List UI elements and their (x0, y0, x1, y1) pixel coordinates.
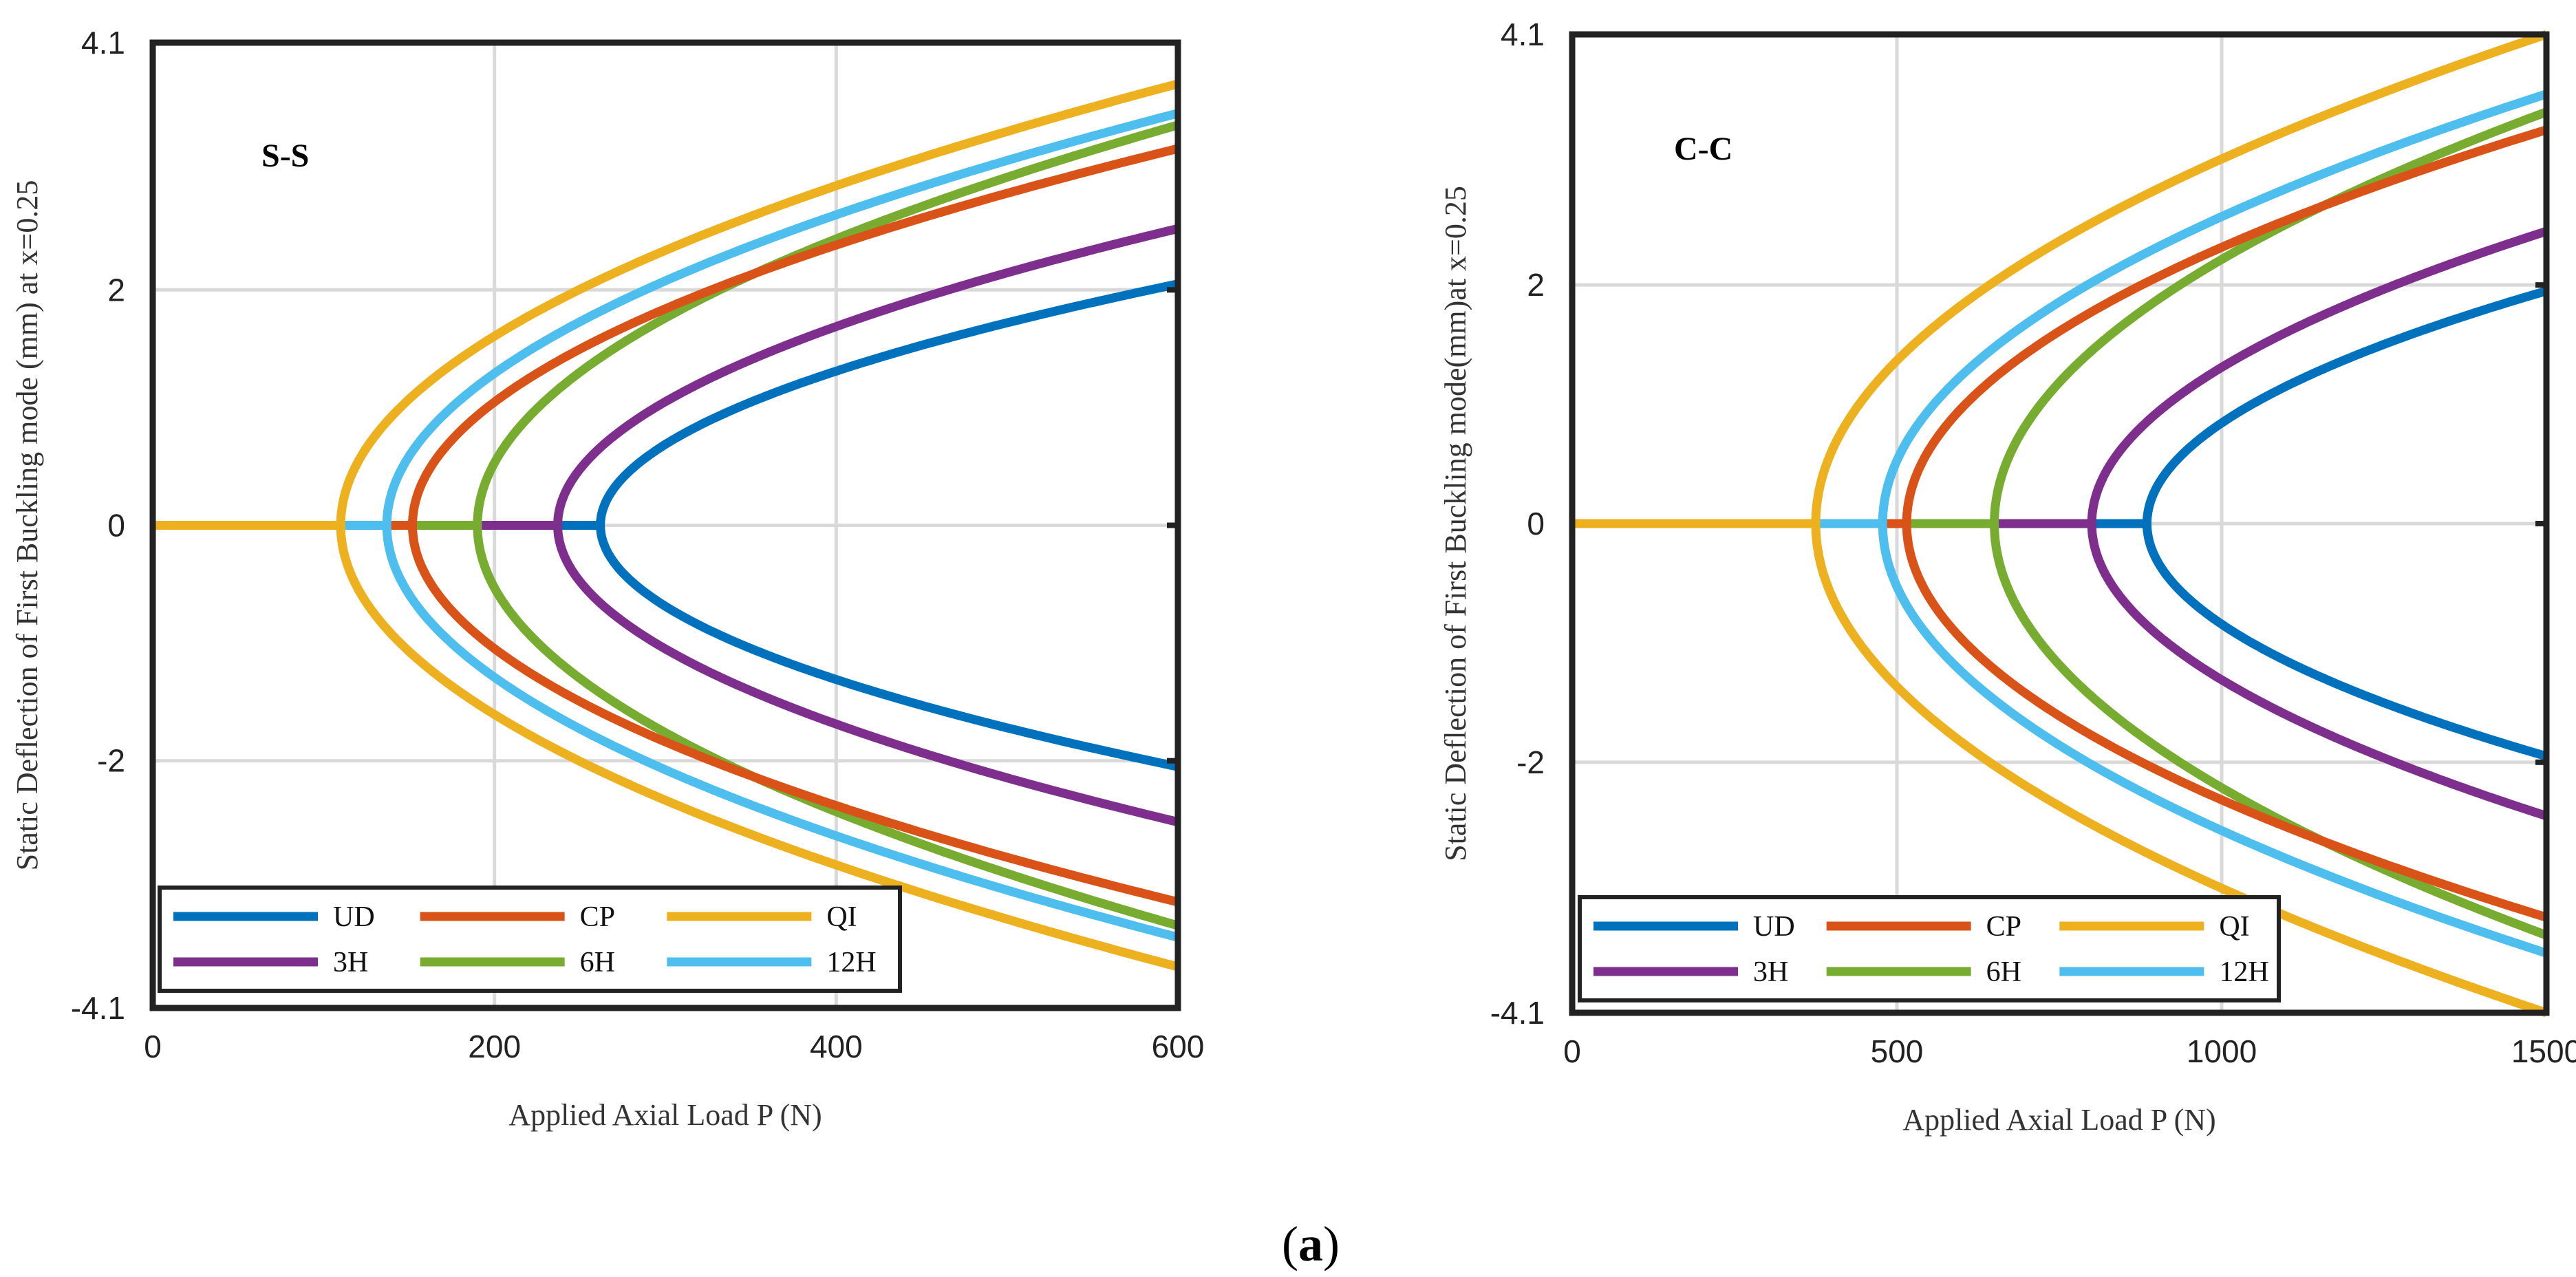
x-tick-label: 500 (1871, 1033, 1924, 1069)
series-QI-line (336, 79, 1179, 972)
series-CP-line (1902, 125, 2548, 922)
legend-box (158, 886, 902, 993)
chart-panel-cc: 0 500 1000 1500 -4.1 -2 0 2 4.1 Applied Axial L… (1439, 17, 2576, 1137)
y-tick-label: 2 (1527, 267, 1545, 303)
legend-box (1578, 895, 2281, 1002)
y-tick-labels: -4.1 -2 0 2 4.1 (71, 25, 125, 1026)
series-CP-line (408, 144, 1179, 907)
series-12H-line (1878, 89, 2548, 958)
x-tick-label: 0 (144, 1029, 162, 1064)
y-axis-label: Static Deflection of First Buckling mode… (1439, 186, 1472, 861)
legend-label-CP: CP (580, 901, 615, 933)
x-tick-label: 1000 (2187, 1033, 2257, 1069)
figure-caption: (a) (1282, 1216, 1340, 1271)
y-tick-label: -4.1 (1490, 995, 1545, 1031)
caption-open: ( (1282, 1216, 1298, 1271)
legend-label-3H: 3H (1753, 956, 1788, 988)
legend-label-UD: UD (333, 901, 375, 933)
x-tick-label: 0 (1563, 1033, 1581, 1069)
panel-label: C-C (1674, 131, 1732, 167)
legend: UD CP QI 3H 6H 12H (158, 886, 902, 993)
y-tick-label: 4.1 (1501, 17, 1545, 52)
y-tick-label: -4.1 (71, 990, 125, 1026)
y-tick-label: 0 (107, 508, 125, 544)
x-axis-label: Applied Axial Load P (N) (508, 1098, 822, 1132)
x-axis-label: Applied Axial Load P (N) (1902, 1103, 2215, 1137)
y-tick-label: -2 (1516, 744, 1545, 780)
y-tick-label: 4.1 (81, 25, 125, 61)
series-3H-line (553, 224, 1179, 827)
legend: UD CP QI 3H 6H 12H (1578, 895, 2281, 1002)
y-tick-labels: -4.1 -2 0 2 4.1 (1490, 17, 1545, 1031)
y-tick-label: -2 (97, 743, 125, 779)
x-tick-labels: 0 500 1000 1500 (1563, 1033, 2576, 1069)
legend-label-QI: QI (2219, 911, 2249, 943)
x-tick-label: 200 (468, 1029, 521, 1064)
legend-label-QI: QI (826, 901, 857, 933)
caption-close: ) (1323, 1216, 1340, 1271)
legend-label-3H: 3H (333, 947, 368, 978)
series-QI-line (1811, 30, 2548, 1018)
legend-label-12H: 12H (826, 947, 876, 978)
series-UD-line (596, 279, 1179, 771)
x-tick-labels: 0 200 400 600 (144, 1029, 1204, 1064)
legend-label-CP: CP (1986, 911, 2021, 943)
series-UD-line (2142, 286, 2548, 761)
panel-label: S-S (261, 138, 309, 174)
legend-label-UD: UD (1753, 911, 1795, 943)
x-tick-label: 1500 (2511, 1033, 2576, 1069)
legend-label-6H: 6H (580, 947, 615, 978)
y-tick-label: 0 (1527, 506, 1545, 541)
x-tick-label: 600 (1152, 1029, 1205, 1064)
series-3H-line (2087, 226, 2548, 821)
x-tick-label: 400 (810, 1029, 863, 1064)
y-axis-label: Static Deflection of First Buckling mode… (10, 180, 44, 871)
caption-letter: a (1298, 1216, 1323, 1271)
curves (153, 79, 1179, 972)
y-tick-label: 2 (107, 272, 125, 308)
curves (1572, 30, 2548, 1018)
chart-panel-ss: 0 200 400 600 -4.1 -2 0 2 4.1 Applied Axial Loa… (10, 25, 1204, 1132)
series-12H-line (382, 109, 1179, 942)
legend-label-6H: 6H (1986, 956, 2021, 988)
series-6H-line (1990, 107, 2548, 940)
legend-label-12H: 12H (2219, 956, 2268, 988)
